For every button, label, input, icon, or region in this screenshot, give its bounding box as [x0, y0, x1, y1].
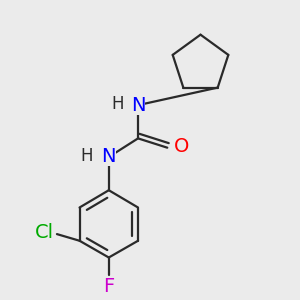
Text: H: H [112, 95, 124, 113]
Text: H: H [80, 147, 92, 165]
Text: Cl: Cl [35, 223, 54, 242]
Text: N: N [131, 96, 145, 115]
Text: F: F [103, 278, 114, 296]
Text: N: N [101, 148, 116, 166]
Text: O: O [174, 137, 190, 156]
